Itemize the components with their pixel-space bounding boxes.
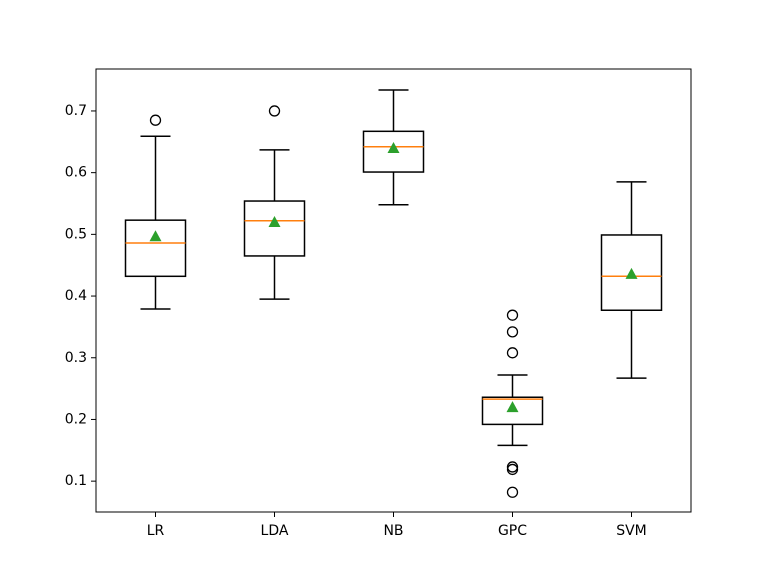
box [362,130,425,173]
outlier [506,347,519,359]
outlier [149,114,162,126]
mean-marker [506,401,519,413]
mean-marker [625,267,638,279]
y-tick-label: 0.4 [65,288,87,304]
x-tick-label: SVM [616,523,647,539]
outlier [268,105,281,117]
y-tick-label: 0.1 [65,473,87,489]
box [124,219,187,278]
outlier [506,461,519,473]
outlier [506,309,519,321]
y-tick-label: 0.7 [65,103,87,119]
x-tick-label: GPC [498,523,527,539]
outlier [506,326,519,338]
mean-marker [268,216,281,228]
box [243,200,306,257]
x-tick-label: NB [383,523,403,539]
mean-marker [387,141,400,153]
outlier [506,463,519,476]
y-tick-label: 0.5 [65,226,87,242]
x-tick-label: LDA [261,523,289,539]
box [481,396,544,426]
x-tick-label: LR [147,523,165,539]
y-tick-label: 0.2 [65,411,87,427]
y-tick-label: 0.6 [65,165,87,181]
mean-marker [149,230,162,242]
y-tick-label: 0.3 [65,350,87,366]
outlier [506,486,519,498]
box [600,234,663,311]
